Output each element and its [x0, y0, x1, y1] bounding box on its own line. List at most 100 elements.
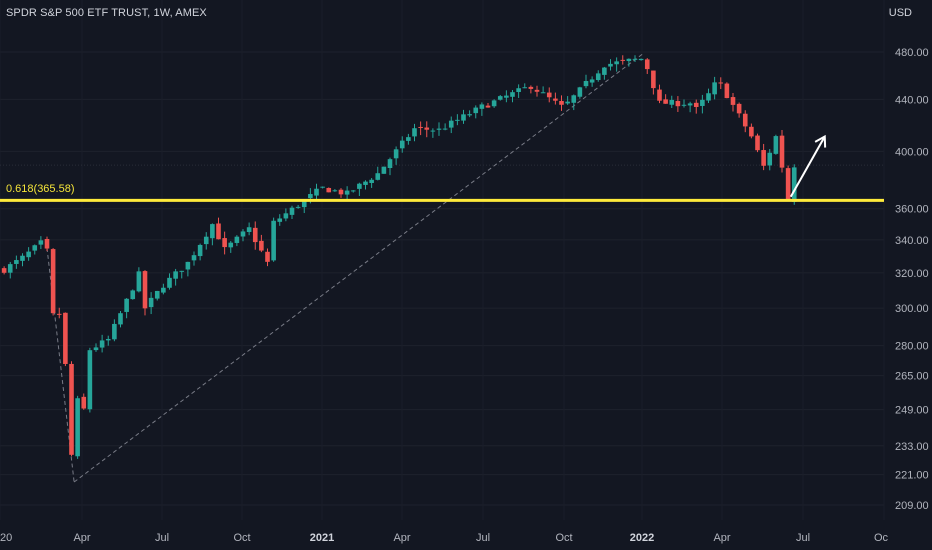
- candle[interactable]: [234, 235, 240, 247]
- candle[interactable]: [516, 84, 521, 98]
- candle[interactable]: [644, 58, 650, 74]
- candle[interactable]: [546, 87, 552, 103]
- candle[interactable]: [320, 186, 325, 189]
- candle[interactable]: [553, 92, 558, 105]
- candle[interactable]: [430, 128, 436, 138]
- candle[interactable]: [314, 183, 319, 201]
- candle[interactable]: [663, 94, 668, 104]
- candle[interactable]: [222, 231, 227, 255]
- candle[interactable]: [99, 334, 105, 353]
- candle[interactable]: [534, 85, 540, 97]
- candle[interactable]: [718, 77, 724, 90]
- candle[interactable]: [124, 298, 129, 319]
- candle[interactable]: [791, 164, 797, 205]
- candle[interactable]: [105, 335, 111, 346]
- candle[interactable]: [638, 58, 644, 61]
- candle[interactable]: [338, 188, 344, 198]
- candle[interactable]: [271, 217, 276, 262]
- candle[interactable]: [700, 94, 705, 114]
- candle[interactable]: [448, 116, 454, 134]
- candle[interactable]: [216, 217, 221, 240]
- candle[interactable]: [81, 393, 87, 410]
- candle[interactable]: [246, 222, 252, 236]
- candle[interactable]: [424, 121, 430, 138]
- candle[interactable]: [326, 187, 332, 193]
- candle[interactable]: [406, 133, 411, 145]
- candle[interactable]: [154, 290, 160, 301]
- candle[interactable]: [491, 99, 497, 108]
- candle[interactable]: [112, 319, 117, 342]
- candle[interactable]: [283, 208, 289, 222]
- projection-arrow[interactable]: [789, 134, 827, 198]
- candle[interactable]: [75, 395, 80, 459]
- candle[interactable]: [675, 96, 681, 112]
- candle[interactable]: [461, 109, 466, 124]
- candle[interactable]: [785, 165, 791, 202]
- arrow-shaft[interactable]: [789, 136, 826, 198]
- candle[interactable]: [479, 102, 485, 116]
- candle[interactable]: [93, 343, 99, 352]
- candle[interactable]: [179, 270, 185, 279]
- candle[interactable]: [626, 58, 632, 67]
- candle[interactable]: [63, 312, 68, 367]
- candle[interactable]: [14, 255, 19, 269]
- candle[interactable]: [142, 270, 148, 316]
- candle[interactable]: [510, 90, 515, 103]
- candle[interactable]: [540, 86, 546, 94]
- candle[interactable]: [185, 261, 191, 277]
- candle[interactable]: [608, 59, 613, 71]
- candlesticks[interactable]: [1, 55, 797, 459]
- candle[interactable]: [749, 123, 754, 139]
- candle[interactable]: [755, 133, 760, 153]
- candle[interactable]: [485, 103, 491, 108]
- candle[interactable]: [289, 205, 295, 220]
- candle[interactable]: [210, 223, 215, 246]
- candle[interactable]: [369, 178, 374, 188]
- candle[interactable]: [252, 221, 258, 250]
- candle[interactable]: [779, 129, 785, 173]
- candle[interactable]: [681, 99, 687, 108]
- candle[interactable]: [265, 248, 270, 267]
- candle[interactable]: [571, 94, 577, 111]
- candle[interactable]: [259, 234, 264, 253]
- candle[interactable]: [473, 105, 479, 119]
- candle[interactable]: [736, 102, 742, 118]
- candle[interactable]: [50, 248, 56, 316]
- candle[interactable]: [38, 236, 44, 250]
- candle[interactable]: [595, 70, 601, 82]
- candle[interactable]: [773, 134, 779, 155]
- candle[interactable]: [565, 96, 570, 105]
- candle[interactable]: [418, 121, 423, 136]
- candle[interactable]: [381, 166, 387, 174]
- candle[interactable]: [589, 76, 595, 87]
- candle[interactable]: [20, 253, 25, 267]
- candle[interactable]: [69, 361, 74, 457]
- arrow-head[interactable]: [814, 134, 827, 148]
- candle[interactable]: [706, 88, 711, 104]
- candle[interactable]: [577, 86, 583, 99]
- candle[interactable]: [669, 95, 675, 109]
- candle[interactable]: [1, 266, 7, 275]
- candle[interactable]: [724, 82, 730, 99]
- candle[interactable]: [651, 70, 656, 95]
- candle[interactable]: [136, 267, 142, 293]
- candle[interactable]: [344, 186, 350, 201]
- candle[interactable]: [191, 251, 197, 266]
- candle[interactable]: [528, 85, 534, 94]
- candle[interactable]: [687, 101, 693, 113]
- candle[interactable]: [583, 74, 589, 89]
- candle[interactable]: [393, 146, 399, 165]
- candle[interactable]: [497, 94, 503, 101]
- candle[interactable]: [399, 136, 405, 153]
- candle[interactable]: [442, 123, 448, 131]
- candle[interactable]: [657, 84, 662, 104]
- candle[interactable]: [161, 283, 166, 295]
- candle[interactable]: [363, 180, 368, 190]
- candle[interactable]: [504, 90, 509, 103]
- candle[interactable]: [436, 122, 442, 136]
- candle[interactable]: [761, 143, 766, 171]
- candle[interactable]: [375, 166, 381, 181]
- candle[interactable]: [620, 55, 626, 65]
- candle[interactable]: [712, 76, 717, 100]
